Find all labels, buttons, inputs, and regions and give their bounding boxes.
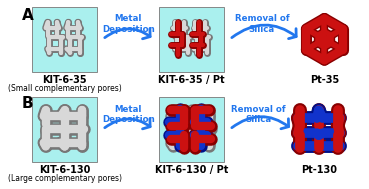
FancyBboxPatch shape [32,7,97,72]
Text: Metal
Deposition: Metal Deposition [102,105,155,124]
Text: B: B [22,96,34,111]
FancyBboxPatch shape [159,97,224,162]
Text: (Large complementary pores): (Large complementary pores) [8,174,122,183]
FancyBboxPatch shape [32,97,97,162]
Text: (Small complementary pores): (Small complementary pores) [8,84,121,93]
Text: KIT-6-35: KIT-6-35 [42,75,87,85]
Text: Removal of
Silica: Removal of Silica [231,105,285,124]
Text: Removal of
Silica: Removal of Silica [235,14,289,34]
FancyBboxPatch shape [159,7,224,72]
Text: KIT-6-130 / Pt: KIT-6-130 / Pt [155,165,228,175]
Text: A: A [22,8,34,23]
Text: Pt-35: Pt-35 [310,75,339,85]
Text: KIT-6-35 / Pt: KIT-6-35 / Pt [158,75,225,85]
Text: Pt-130: Pt-130 [301,165,337,175]
Text: KIT-6-130: KIT-6-130 [39,165,90,175]
Text: Metal
Deposition: Metal Deposition [102,14,155,34]
